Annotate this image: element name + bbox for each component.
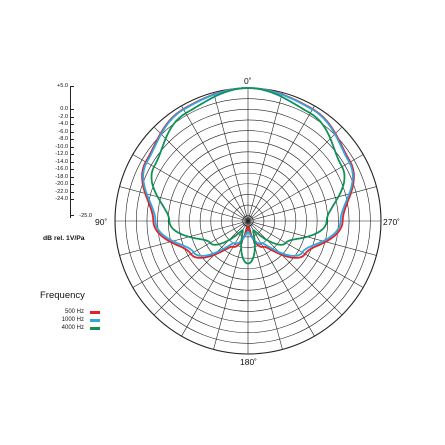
angle-label-right: 270˚ <box>383 217 401 227</box>
grid-spoke <box>119 186 249 222</box>
scale-tick-label: -24.0 <box>55 196 68 202</box>
scale-tick-mark <box>70 116 74 118</box>
scale-tick-label: -22.0 <box>55 188 68 195</box>
grid-spoke <box>153 220 249 316</box>
legend-item: 500 Hz <box>48 308 100 316</box>
legend-item: 1000 Hz <box>48 316 100 324</box>
grid-spoke <box>213 92 249 222</box>
scale-tick-label: -18.0 <box>55 173 68 180</box>
grid-spoke <box>247 105 315 222</box>
grid-spoke <box>181 105 249 222</box>
scale-tick-mark <box>70 109 74 110</box>
angle-label-top: 0˚ <box>244 76 252 86</box>
scale-tick-label: -4.0 <box>58 121 68 127</box>
scale-tick-label: +5.0 <box>56 83 68 89</box>
legend-item-label: 500 Hz <box>64 309 84 315</box>
grid-spoke <box>247 220 343 316</box>
scale-tick-mark <box>70 191 74 193</box>
series-curve <box>142 87 354 257</box>
angle-label-bottom: 180˚ <box>240 357 258 367</box>
legend-item-label: 4000 Hz <box>61 325 84 331</box>
scale-tick-label: -10.0 <box>55 143 68 150</box>
grid-spoke <box>247 126 343 222</box>
legend-swatch <box>90 318 100 322</box>
legend-swatch <box>90 326 100 330</box>
series-curve <box>150 87 346 265</box>
legend-item-label: 1000 Hz <box>61 317 84 323</box>
grid-spoke <box>119 220 249 256</box>
series-curve <box>141 87 355 259</box>
grid-spoke <box>247 220 315 337</box>
scale-tick-mark <box>70 215 74 216</box>
grid-spoke <box>181 220 249 337</box>
scale-tick-label: -16.0 <box>55 166 68 172</box>
scale-tick-mark <box>70 146 74 148</box>
scale-tick-label: -2.0 <box>58 113 68 120</box>
legend-item: 4000 Hz <box>48 324 100 332</box>
scale-axis-line <box>70 86 71 218</box>
scale-tick-label: 0.0 <box>60 106 68 112</box>
grid-spoke <box>247 92 283 222</box>
legend: 500 Hz 1000 Hz 4000 Hz <box>48 308 100 332</box>
scale-tick-mark <box>70 199 74 200</box>
scale-tick-label: -6.0 <box>58 128 68 135</box>
radial-axis-label: dB rel. 1V/Pa <box>43 235 85 242</box>
scale-tick-label: -25.0 <box>79 213 92 219</box>
grid-spoke <box>247 220 283 350</box>
legend-swatch <box>90 310 100 314</box>
scale-tick-label: -20.0 <box>55 181 68 187</box>
grid-spoke <box>247 186 377 222</box>
grid-spoke <box>247 220 377 256</box>
scale-tick-label: -8.0 <box>58 136 68 142</box>
scale-tick-mark <box>70 161 74 163</box>
scale-tick-mark <box>70 139 74 140</box>
scale-tick-mark <box>70 176 74 178</box>
grid-spoke <box>247 154 364 222</box>
scale-tick-mark <box>70 131 74 133</box>
scale-tick-label: -12.0 <box>55 151 68 157</box>
radial-scale: +5.0 0.0 -2.0 -4.0 -6.0 -8.0 -10.0 -12.0 -14.0 -1… <box>6 83 92 226</box>
grid-spoke <box>132 154 249 222</box>
scale-tick-mark <box>70 86 74 87</box>
angle-label-left: 90˚ <box>95 217 108 227</box>
scale-tick-label: -14.0 <box>55 158 68 165</box>
scale-tick-mark <box>70 154 74 155</box>
legend-title: Frequency <box>40 290 85 301</box>
grid-spoke <box>213 220 249 350</box>
scale-tick-mark <box>70 169 74 170</box>
scale-tick-mark <box>70 184 74 185</box>
grid-spoke <box>153 126 249 222</box>
scale-tick-mark <box>70 124 74 125</box>
